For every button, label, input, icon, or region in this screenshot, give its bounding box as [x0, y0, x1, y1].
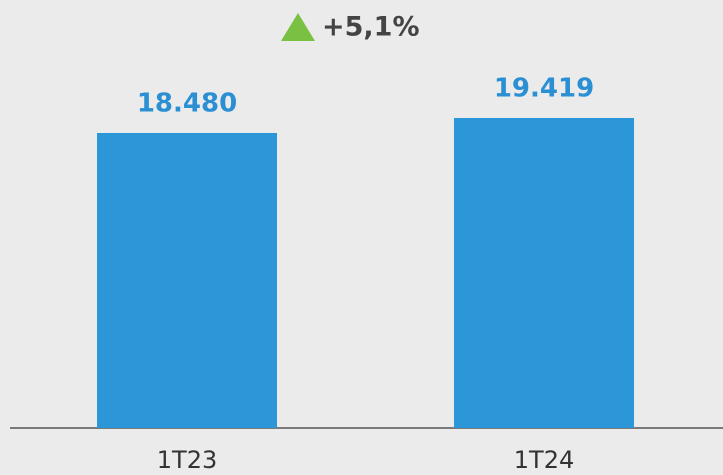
- value-label: 19.419: [494, 74, 594, 104]
- value-label: 18.480: [137, 88, 237, 118]
- bar: [97, 132, 277, 428]
- x-tick-label: 1T24: [514, 446, 574, 474]
- bar: [454, 118, 634, 428]
- up-arrow-icon: [281, 13, 315, 41]
- growth-annotation: +5,1%: [322, 12, 420, 43]
- x-tick-label: 1T23: [157, 446, 217, 474]
